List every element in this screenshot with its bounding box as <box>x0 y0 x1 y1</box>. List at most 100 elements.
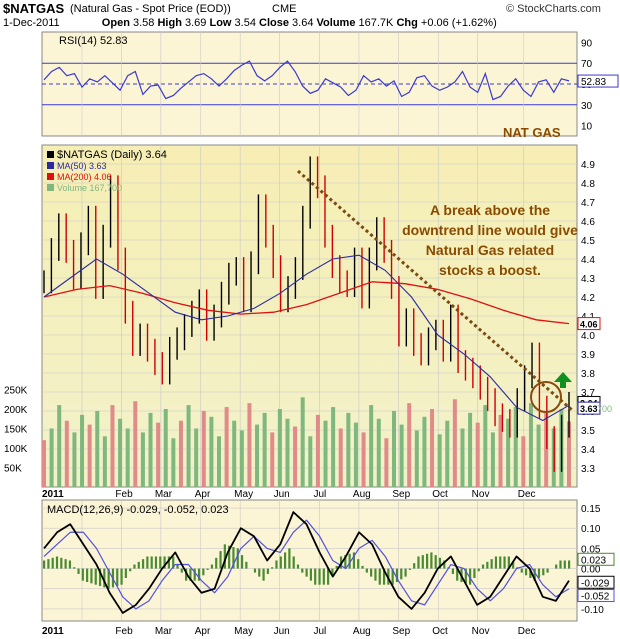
macd-value-tag <box>577 575 615 589</box>
macd-value-tag <box>577 589 615 603</box>
macd-histogram-bar <box>438 557 442 569</box>
volume-bar <box>171 438 176 487</box>
macd-histogram-bar <box>146 556 149 569</box>
volume-bar <box>399 424 404 487</box>
x-tick-label: May <box>234 489 253 500</box>
volume-bar <box>468 412 473 487</box>
x-tick-label-bottom: May <box>234 626 253 637</box>
macd-histogram-bar <box>98 568 102 587</box>
volume-bar <box>452 399 457 487</box>
volume-bar <box>247 403 252 487</box>
macd-histogram-bar <box>228 545 231 569</box>
macd-histogram-bar <box>94 568 97 585</box>
volume-bar <box>483 405 488 487</box>
macd-histogram-bar <box>309 568 313 581</box>
macd-histogram-bar <box>421 555 424 569</box>
macd-histogram-bar <box>176 564 179 569</box>
macd-histogram-bar <box>499 556 502 569</box>
macd-histogram-bar <box>503 556 506 569</box>
x-tick-label: Oct <box>432 489 448 500</box>
price-bars <box>43 156 570 472</box>
macd-histogram-bar <box>73 567 76 569</box>
volume-bar <box>110 405 115 487</box>
macd-histogram-bar <box>236 548 239 569</box>
volume-bar <box>430 409 435 487</box>
macd-histogram-bar <box>86 568 89 583</box>
volume-bar <box>72 432 77 487</box>
macd-histogram-bar <box>365 568 368 573</box>
price-legend-swatch <box>47 151 54 158</box>
macd-histogram-bar <box>512 561 515 569</box>
close-label: Close <box>259 17 289 29</box>
macd-histogram-bar <box>60 557 63 569</box>
volume-bar <box>80 414 85 487</box>
x-tick-label: Sep <box>392 489 410 500</box>
macd-histogram-bar <box>167 556 170 569</box>
macd-histogram-bar <box>206 568 209 570</box>
quote-date: 1-Dec-2011 <box>3 17 60 29</box>
macd-panel <box>41 499 578 622</box>
macd-tick-label: 0.10 <box>581 524 601 535</box>
price-legend-entry: MA(200) 4.06 <box>57 172 112 182</box>
volume-bar <box>536 424 541 487</box>
volume-tick-label: 50K <box>4 464 22 475</box>
x-tick-label-bottom: Oct <box>432 626 448 637</box>
macd-histogram-bar <box>473 568 476 578</box>
ma50-tag <box>577 401 601 415</box>
macd-histogram-bar <box>533 568 536 581</box>
macd-histogram-bar <box>271 567 274 569</box>
price-tick-label: 3.7 <box>581 388 595 399</box>
macd-histogram-bar <box>124 568 127 578</box>
macd-signal-line <box>43 519 570 610</box>
volume-bar <box>422 416 427 487</box>
volume-bar <box>201 410 206 487</box>
volume-bar <box>498 414 503 487</box>
macd-histogram-bar <box>141 559 145 569</box>
macd-value-tag-text: 0.023 <box>581 555 606 566</box>
volume-bar <box>369 405 374 487</box>
axes: 907050301052.834.94.84.74.64.54.44.34.24… <box>4 38 619 637</box>
volume-bar <box>285 418 290 487</box>
macd-histogram-bar <box>77 568 80 574</box>
macd-histogram-bar <box>133 564 136 569</box>
macd-histogram-bar <box>314 568 317 585</box>
price-tick-label: 4.0 <box>581 331 595 342</box>
x-tick-label-bottom: Jul <box>314 626 327 637</box>
volume-bar <box>315 414 320 487</box>
macd-histogram-bar <box>64 559 67 569</box>
macd-series <box>43 511 571 614</box>
volume-bar <box>293 426 298 487</box>
volume-bar <box>528 403 533 487</box>
macd-histogram-bar <box>348 553 351 569</box>
volume-bar <box>163 409 168 487</box>
volume-bar <box>49 428 54 487</box>
close-value: 3.64 <box>292 17 314 29</box>
volume-bar <box>475 422 480 487</box>
volume-bar <box>361 432 366 487</box>
volume-bar <box>95 410 100 487</box>
rsi-value-tag-text: 52.83 <box>581 77 606 88</box>
rsi-line <box>43 60 570 101</box>
macd-histogram-bar <box>361 565 364 569</box>
macd-histogram-bar <box>55 556 59 569</box>
macd-histogram-bar <box>395 568 399 583</box>
chg-label: Chg <box>396 17 418 29</box>
quote-line: 1-Dec-2011 Open 3.58 High 3.69 Low 3.54 … <box>3 17 497 29</box>
volume-bar <box>346 412 351 487</box>
x-tick-label-bottom: Sep <box>392 626 410 637</box>
volume-bar <box>437 434 442 487</box>
macd-histogram-bar <box>494 556 498 569</box>
macd-histogram-bar <box>288 548 291 569</box>
x-tick-label: Apr <box>195 489 211 500</box>
macd-histogram-bar <box>245 561 248 569</box>
macd-histogram-bar <box>43 560 46 569</box>
macd-histogram-bar <box>486 561 489 569</box>
macd-tick-label: 0.05 <box>581 544 601 555</box>
macd-histogram-bar <box>163 556 166 569</box>
volume-bar <box>102 436 107 487</box>
macd-tick-label: -0.10 <box>581 605 604 616</box>
macd-histogram-bar <box>215 557 218 569</box>
price-tick-label: 3.5 <box>581 426 595 437</box>
macd-histogram-bar <box>443 560 446 569</box>
